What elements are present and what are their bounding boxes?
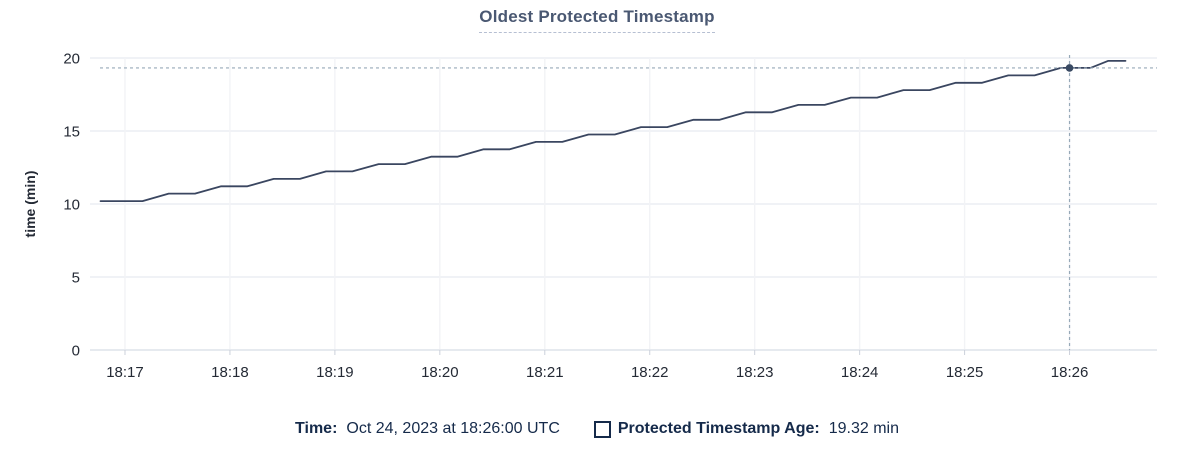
- chart-legend: Time: Oct 24, 2023 at 18:26:00 UTC Prote…: [0, 420, 1194, 438]
- crosshair: [100, 55, 1157, 350]
- svg-text:10: 10: [63, 197, 80, 214]
- hover-point: [1065, 64, 1074, 72]
- legend-time: Time: Oct 24, 2023 at 18:26:00 UTC: [295, 420, 560, 438]
- svg-text:18:25: 18:25: [946, 364, 984, 381]
- svg-text:15: 15: [63, 124, 80, 141]
- gridlines: [90, 57, 1157, 355]
- svg-text:18:23: 18:23: [736, 364, 774, 381]
- svg-text:18:20: 18:20: [421, 364, 459, 381]
- svg-text:18:19: 18:19: [316, 364, 354, 381]
- svg-text:18:21: 18:21: [526, 364, 564, 381]
- y-axis-title: time (min): [22, 170, 38, 238]
- svg-text:18:17: 18:17: [106, 364, 144, 381]
- x-axis-labels: 18:17 18:18 18:19 18:20 18:21 18:22 18:23 18:24…: [106, 364, 1088, 381]
- y-axis-labels: 0 5 10 15 20: [63, 51, 80, 360]
- svg-text:18:24: 18:24: [841, 364, 879, 381]
- legend-series-label: Protected Timestamp Age:: [617, 420, 820, 437]
- chart-header: Oldest Protected Timestamp: [0, 7, 1194, 33]
- svg-text:18:18: 18:18: [211, 364, 249, 381]
- chart-title[interactable]: Oldest Protected Timestamp: [479, 7, 715, 33]
- svg-text:0: 0: [72, 343, 80, 360]
- series-checkbox[interactable]: [593, 420, 611, 438]
- legend-time-value: Oct 24, 2023 at 18:26:00 UTC: [346, 420, 560, 437]
- legend-time-label: Time:: [295, 420, 338, 437]
- svg-text:18:26: 18:26: [1051, 364, 1089, 381]
- legend-series-item[interactable]: Protected Timestamp Age: 19.32 min: [593, 420, 899, 438]
- series-line: [99, 60, 1127, 203]
- svg-text:18:22: 18:22: [631, 364, 669, 381]
- svg-text:20: 20: [63, 51, 80, 68]
- svg-text:5: 5: [72, 270, 80, 287]
- legend-series-value: 19.32 min: [828, 420, 899, 437]
